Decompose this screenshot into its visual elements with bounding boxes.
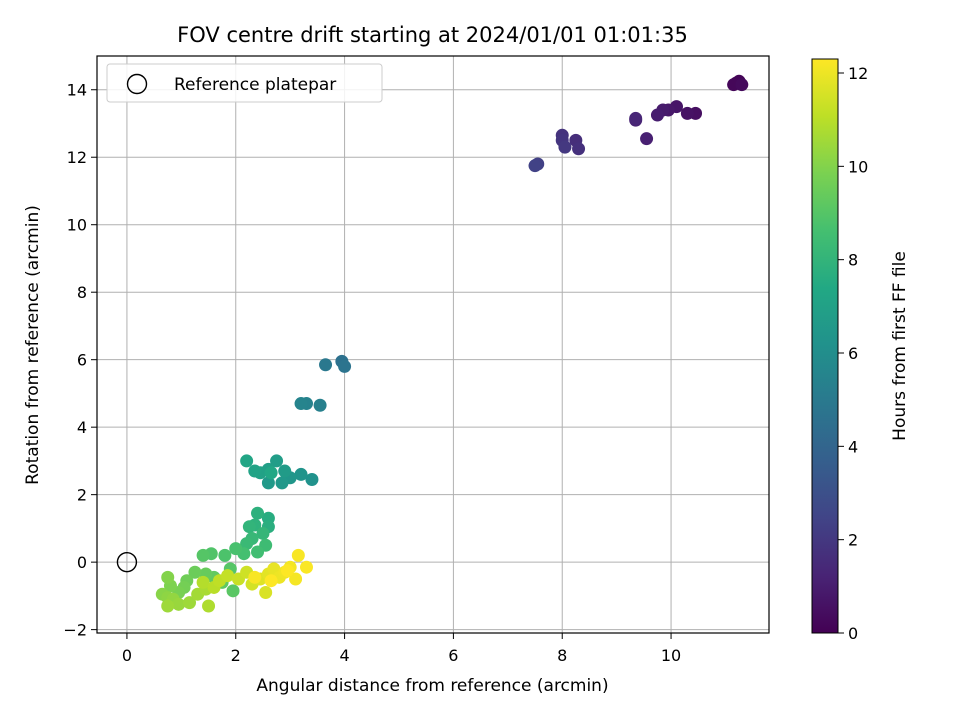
y-tick-label: 0 xyxy=(77,553,87,572)
colorbar-tick-label: 12 xyxy=(848,64,868,83)
chart-title: FOV centre drift starting at 2024/01/01 … xyxy=(177,23,688,47)
data-point xyxy=(248,464,262,478)
legend-entry-reference: Reference platepar xyxy=(174,75,336,95)
x-tick-label: 6 xyxy=(448,646,458,665)
reference-point xyxy=(116,551,138,573)
data-point xyxy=(226,584,240,598)
colorbar-gradient xyxy=(811,58,839,634)
data-point xyxy=(183,596,197,610)
y-tick-label: 4 xyxy=(77,418,87,437)
data-point xyxy=(275,476,289,490)
data-point xyxy=(242,520,256,534)
data-point xyxy=(572,142,586,156)
data-point xyxy=(270,454,284,468)
data-point xyxy=(196,575,210,589)
data-point xyxy=(280,564,294,578)
x-axis-ticks: 0 2 4 6 8 10 xyxy=(122,633,681,665)
plot-area xyxy=(96,55,770,634)
data-point xyxy=(172,597,186,611)
data-point xyxy=(229,542,243,556)
data-point xyxy=(251,545,265,559)
data-point xyxy=(650,108,664,122)
data-point xyxy=(196,548,210,562)
colorbar-label: Hours from first FF file xyxy=(890,251,910,441)
data-point xyxy=(735,78,749,92)
colorbar-tick-label: 10 xyxy=(848,157,868,176)
data-point xyxy=(248,570,262,584)
x-tick-label: 2 xyxy=(231,646,241,665)
data-point xyxy=(291,548,305,562)
y-tick-label: 14 xyxy=(67,81,87,100)
data-point xyxy=(218,548,232,562)
data-point xyxy=(259,586,273,600)
y-tick-label: 10 xyxy=(67,216,87,235)
colorbar-tick-label: 4 xyxy=(848,437,858,456)
x-tick-label: 0 xyxy=(122,646,132,665)
data-point xyxy=(256,526,270,540)
legend: Reference platepar xyxy=(106,63,383,103)
y-axis-ticks: −2 0 2 4 6 8 10 12 14 xyxy=(63,81,97,640)
data-point xyxy=(640,132,654,146)
y-tick-label: 8 xyxy=(77,283,87,302)
data-point xyxy=(251,506,265,520)
data-point xyxy=(264,466,278,480)
data-point xyxy=(161,570,175,584)
data-point xyxy=(558,140,572,154)
colorbar-tick-label: 8 xyxy=(848,251,858,270)
grid xyxy=(97,56,769,633)
colorbar: 0 2 4 6 8 10 12 Hours from first FF file xyxy=(811,58,910,643)
data-point xyxy=(264,574,278,588)
data-point xyxy=(305,472,319,486)
y-tick-label: 12 xyxy=(67,148,87,167)
x-tick-label: 10 xyxy=(661,646,681,665)
data-point xyxy=(278,464,292,478)
data-point xyxy=(161,599,175,613)
data-point xyxy=(240,537,254,551)
data-point xyxy=(313,398,327,412)
data-point xyxy=(221,569,235,583)
data-point xyxy=(188,565,202,579)
data-point xyxy=(680,106,694,120)
data-point xyxy=(294,467,308,481)
y-tick-label: 6 xyxy=(77,351,87,370)
data-point xyxy=(261,476,275,490)
data-point xyxy=(202,599,216,613)
y-tick-label: −2 xyxy=(63,621,87,640)
data-point xyxy=(528,159,542,173)
data-point xyxy=(319,358,333,372)
x-tick-label: 4 xyxy=(339,646,349,665)
reference-marker xyxy=(116,551,138,573)
colorbar-tick-label: 0 xyxy=(848,624,858,643)
data-point xyxy=(289,572,303,586)
legend-box xyxy=(106,63,383,103)
y-axis-label: Rotation from reference (arcmin) xyxy=(23,205,43,485)
legend-marker xyxy=(126,73,148,95)
x-tick-label: 8 xyxy=(557,646,567,665)
colorbar-ticks: 0 2 4 6 8 10 12 xyxy=(838,64,868,643)
data-point xyxy=(629,111,643,125)
y-tick-label: 2 xyxy=(77,486,87,505)
data-points xyxy=(155,74,749,613)
colorbar-tick-label: 6 xyxy=(848,344,858,363)
data-point xyxy=(294,397,308,411)
axes-frame xyxy=(96,55,770,634)
x-axis-label: Angular distance from reference (arcmin) xyxy=(256,676,608,696)
data-point xyxy=(338,359,352,373)
data-point xyxy=(240,454,254,468)
colorbar-tick-label: 2 xyxy=(848,531,858,550)
data-point xyxy=(299,560,313,574)
